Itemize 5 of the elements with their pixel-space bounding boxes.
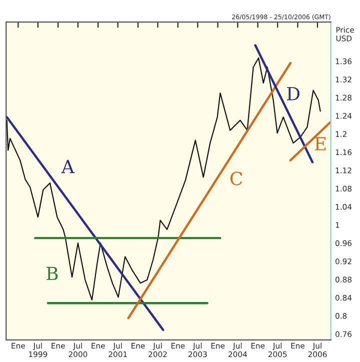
series-label: B <box>46 266 58 280</box>
series-label: E <box>314 137 326 150</box>
series-label: D <box>287 87 300 100</box>
series-label: A <box>61 160 75 174</box>
series-label: C <box>230 172 242 186</box>
